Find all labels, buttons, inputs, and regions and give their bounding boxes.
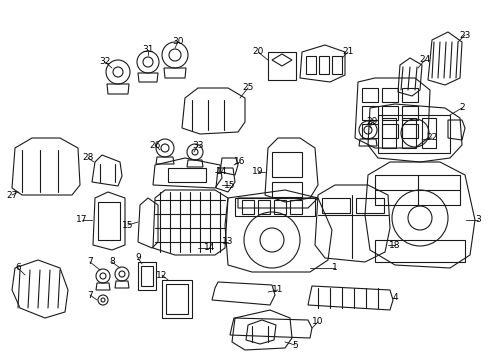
Text: 17: 17 xyxy=(76,216,87,225)
Text: 28: 28 xyxy=(82,153,94,162)
Text: 15: 15 xyxy=(122,220,134,230)
Bar xyxy=(242,200,253,214)
Text: 14: 14 xyxy=(216,167,227,176)
Bar xyxy=(381,124,397,138)
Bar xyxy=(421,118,435,148)
Bar xyxy=(381,118,395,148)
Text: 20: 20 xyxy=(252,48,263,57)
Bar xyxy=(355,198,383,213)
Text: 31: 31 xyxy=(142,45,153,54)
Text: 7: 7 xyxy=(87,257,93,266)
Text: 19: 19 xyxy=(252,167,263,176)
Text: 8: 8 xyxy=(109,257,115,266)
Bar xyxy=(331,56,341,74)
Text: 7: 7 xyxy=(87,291,93,300)
Bar xyxy=(361,124,377,138)
Text: 11: 11 xyxy=(272,285,283,294)
Text: 3: 3 xyxy=(474,216,480,225)
Text: 22: 22 xyxy=(426,134,437,143)
Text: 21: 21 xyxy=(342,48,353,57)
Text: 13: 13 xyxy=(222,238,233,247)
Text: 10: 10 xyxy=(312,318,323,327)
Bar xyxy=(98,202,120,240)
Bar xyxy=(235,198,314,216)
Bar xyxy=(318,56,328,74)
Bar xyxy=(381,106,397,120)
Text: 18: 18 xyxy=(388,240,400,249)
Text: 33: 33 xyxy=(192,140,203,149)
Text: 16: 16 xyxy=(234,158,245,166)
Bar xyxy=(321,198,349,213)
Bar xyxy=(271,182,302,197)
Text: 24: 24 xyxy=(419,55,430,64)
Bar xyxy=(377,115,449,153)
Bar xyxy=(361,106,377,120)
Bar xyxy=(361,88,377,102)
Bar xyxy=(258,200,269,214)
Bar xyxy=(401,124,417,138)
Text: 6: 6 xyxy=(15,264,21,273)
Text: 2: 2 xyxy=(458,104,464,112)
Bar xyxy=(289,200,302,214)
Bar xyxy=(401,106,417,120)
Text: 30: 30 xyxy=(172,37,183,46)
Bar xyxy=(168,168,205,182)
Bar xyxy=(401,88,417,102)
Text: 1: 1 xyxy=(331,264,337,273)
Bar xyxy=(273,200,285,214)
Bar xyxy=(162,280,192,318)
Text: 25: 25 xyxy=(242,84,253,93)
Text: 5: 5 xyxy=(291,341,297,350)
Bar xyxy=(138,262,156,290)
Bar xyxy=(374,240,464,262)
Text: 27: 27 xyxy=(6,190,18,199)
Bar xyxy=(165,284,187,314)
Text: 9: 9 xyxy=(135,253,141,262)
Text: 29: 29 xyxy=(366,117,377,126)
Text: 23: 23 xyxy=(458,31,470,40)
Text: 12: 12 xyxy=(156,270,167,279)
Text: 15: 15 xyxy=(224,180,235,189)
Bar xyxy=(381,88,397,102)
Bar xyxy=(305,56,315,74)
Bar xyxy=(271,152,302,177)
Bar xyxy=(374,175,459,205)
Bar xyxy=(267,52,295,80)
Bar xyxy=(401,118,415,148)
Text: 14: 14 xyxy=(204,243,215,252)
Text: 4: 4 xyxy=(391,293,397,302)
Bar xyxy=(141,266,153,286)
Text: 26: 26 xyxy=(149,140,161,149)
Text: 32: 32 xyxy=(99,58,110,67)
